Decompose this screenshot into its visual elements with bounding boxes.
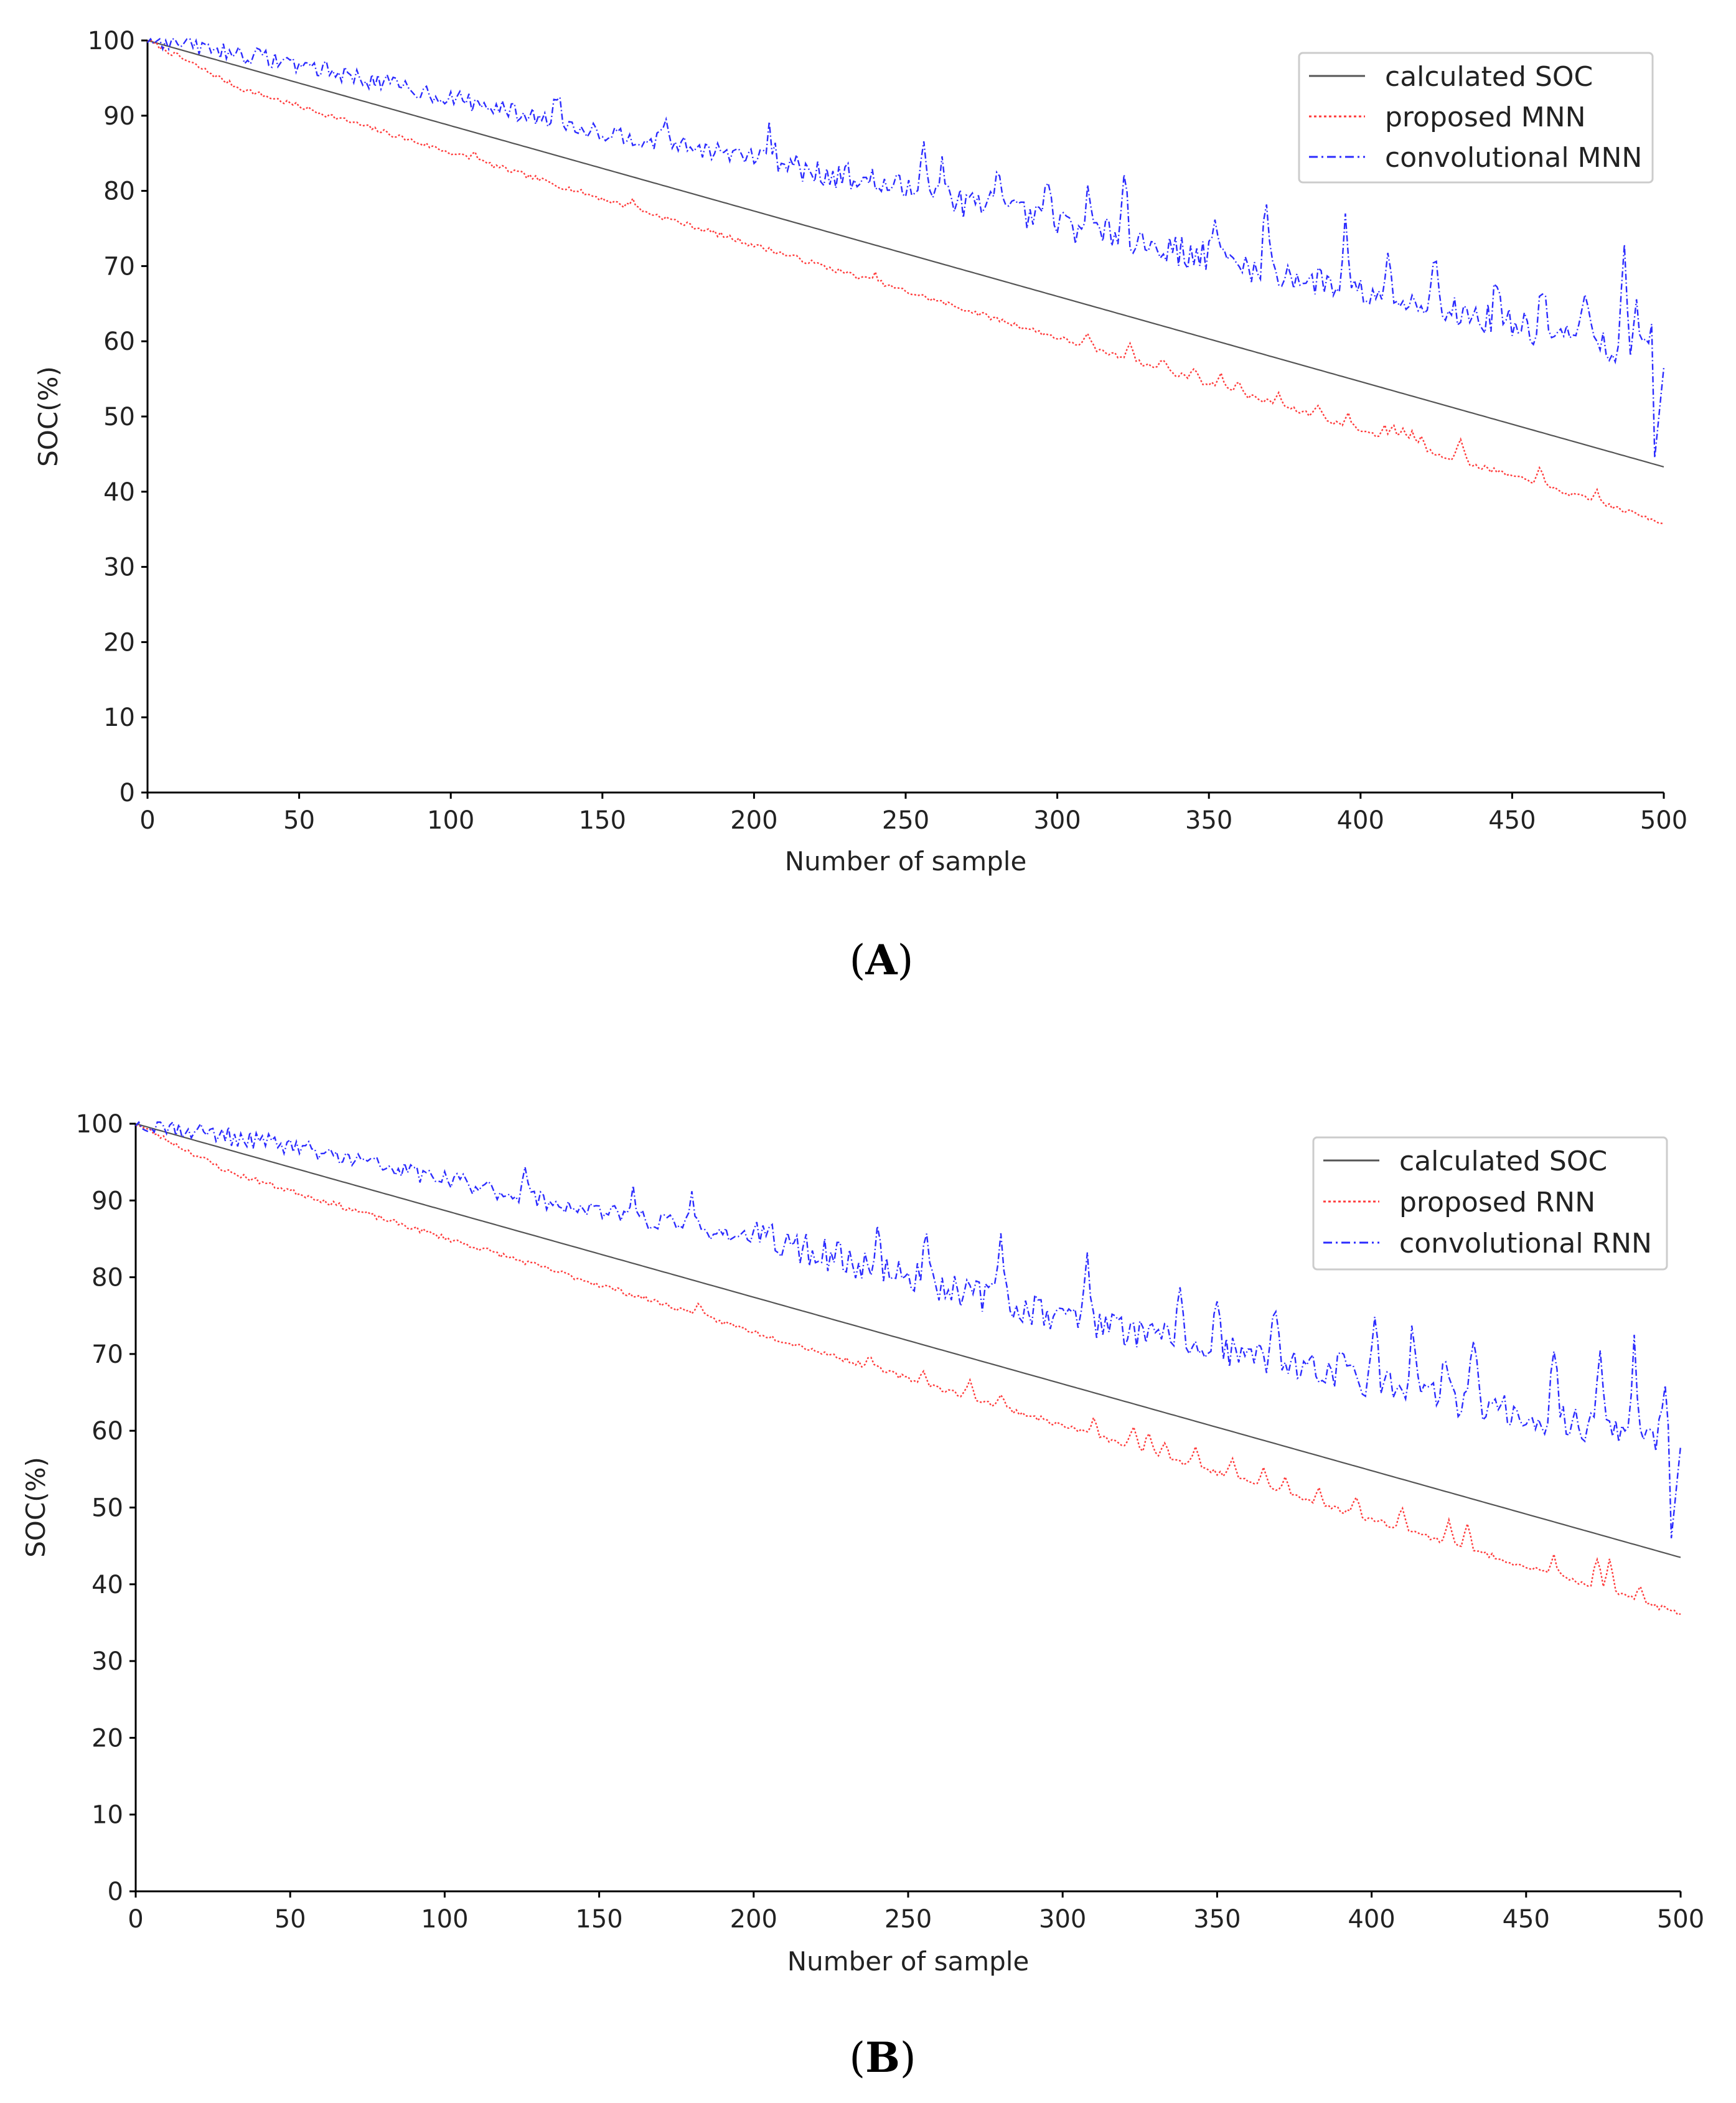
panel-label-b: (B) xyxy=(849,2033,916,2082)
legend-entry: convolutional MNN xyxy=(1385,142,1642,174)
y-tick-label: 80 xyxy=(103,177,135,206)
x-axis-label: Number of sample xyxy=(787,1946,1030,1977)
x-tick-label: 200 xyxy=(730,1905,777,1934)
y-tick-label: 90 xyxy=(103,102,135,131)
y-tick-label: 60 xyxy=(103,327,135,356)
y-tick-label: 0 xyxy=(108,1878,123,1906)
x-tick-label: 400 xyxy=(1337,806,1384,835)
chart-panel-b: 0 50 100 150 200 250 300 350 400 450 500 0 10 20 30 40 5… xyxy=(21,1110,1704,2082)
series-line-proposed-mnn xyxy=(147,39,1664,525)
legend-entry: proposed RNN xyxy=(1399,1187,1595,1218)
y-axis-label: SOC(%) xyxy=(21,1457,51,1558)
x-tick-label: 150 xyxy=(575,1905,622,1934)
y-tick-label: 40 xyxy=(91,1571,123,1599)
y-tick-label: 30 xyxy=(103,553,135,582)
legend-box xyxy=(1312,1136,1668,1271)
legend-box xyxy=(1298,52,1654,184)
x-tick-label: 450 xyxy=(1488,806,1536,835)
x-tick-label: 100 xyxy=(427,806,474,835)
series-line-convolutional-rnn xyxy=(135,1121,1682,1538)
y-tick-label: 10 xyxy=(103,703,135,732)
y-tick-label: 40 xyxy=(103,478,135,507)
y-tick-label: 0 xyxy=(120,779,135,807)
x-tick-label: 500 xyxy=(1657,1905,1704,1934)
series-line-proposed-rnn xyxy=(135,1124,1681,1616)
y-tick-label: 100 xyxy=(76,1110,123,1139)
panel-label-a: (A) xyxy=(850,936,914,984)
legend-entry: convolutional RNN xyxy=(1399,1228,1652,1259)
y-tick-label: 90 xyxy=(91,1187,123,1215)
x-tick-label: 350 xyxy=(1193,1905,1241,1934)
panel-label-close: ) xyxy=(900,2034,916,2082)
x-tick-label: 250 xyxy=(882,806,929,835)
y-tick-label: 30 xyxy=(91,1647,123,1676)
series-line-calculated-soc xyxy=(135,1122,1681,1558)
legend-entry: calculated SOC xyxy=(1385,61,1593,93)
series-a xyxy=(147,37,1665,525)
x-tick-label: 200 xyxy=(730,806,777,835)
panel-label-letter: B xyxy=(865,2033,900,2082)
legend-entry: proposed MNN xyxy=(1385,101,1586,133)
y-tick-label: 70 xyxy=(91,1340,123,1369)
x-tick-label: 0 xyxy=(128,1905,143,1934)
panel-label-open: ( xyxy=(849,2034,865,2082)
legend-a: calculated SOC proposed MNN convolutiona… xyxy=(1298,52,1654,184)
y-tick-label: 60 xyxy=(91,1417,123,1446)
y-tick-label: 10 xyxy=(91,1801,123,1830)
panel-label-letter: A xyxy=(865,936,898,984)
x-tick-label: 300 xyxy=(1039,1905,1086,1934)
x-tick-label: 50 xyxy=(274,1905,306,1934)
y-tick-label: 20 xyxy=(103,628,135,657)
panel-label-close: ) xyxy=(898,936,914,984)
series-line-calculated-soc xyxy=(147,39,1664,468)
x-tick-label: 400 xyxy=(1348,1905,1395,1934)
y-tick-label: 100 xyxy=(88,27,135,55)
x-tick-label: 500 xyxy=(1640,806,1687,835)
ticks-b: 0 50 100 150 200 250 300 350 400 450 500 0 10 20 30 40 5… xyxy=(76,1110,1705,1934)
x-tick-label: 300 xyxy=(1033,806,1081,835)
x-tick-label: 250 xyxy=(884,1905,932,1934)
y-tick-label: 80 xyxy=(91,1264,123,1292)
panel-label-open: ( xyxy=(850,936,866,984)
y-axis-label: SOC(%) xyxy=(33,366,63,467)
x-tick-label: 50 xyxy=(283,806,315,835)
legend-b: calculated SOC proposed RNN convolutiona… xyxy=(1312,1136,1668,1271)
x-tick-label: 0 xyxy=(139,806,155,835)
x-tick-label: 100 xyxy=(421,1905,468,1934)
x-axis-label: Number of sample xyxy=(785,846,1027,877)
series-line-convolutional-mnn xyxy=(147,37,1665,458)
ticks-a: 0 50 100 150 200 250 300 350 400 450 500 0 10 20 30 40 5… xyxy=(88,27,1688,835)
y-tick-label: 50 xyxy=(103,403,135,431)
legend-entry: calculated SOC xyxy=(1399,1146,1607,1177)
chart-panel-a: 0 50 100 150 200 250 300 350 400 450 500 0 10 20 30 40 5… xyxy=(33,27,1687,984)
y-tick-label: 70 xyxy=(103,252,135,281)
x-tick-label: 450 xyxy=(1503,1905,1550,1934)
x-tick-label: 350 xyxy=(1185,806,1232,835)
y-tick-label: 50 xyxy=(91,1494,123,1523)
series-b xyxy=(135,1121,1682,1616)
y-tick-label: 20 xyxy=(91,1724,123,1752)
x-tick-label: 150 xyxy=(579,806,626,835)
